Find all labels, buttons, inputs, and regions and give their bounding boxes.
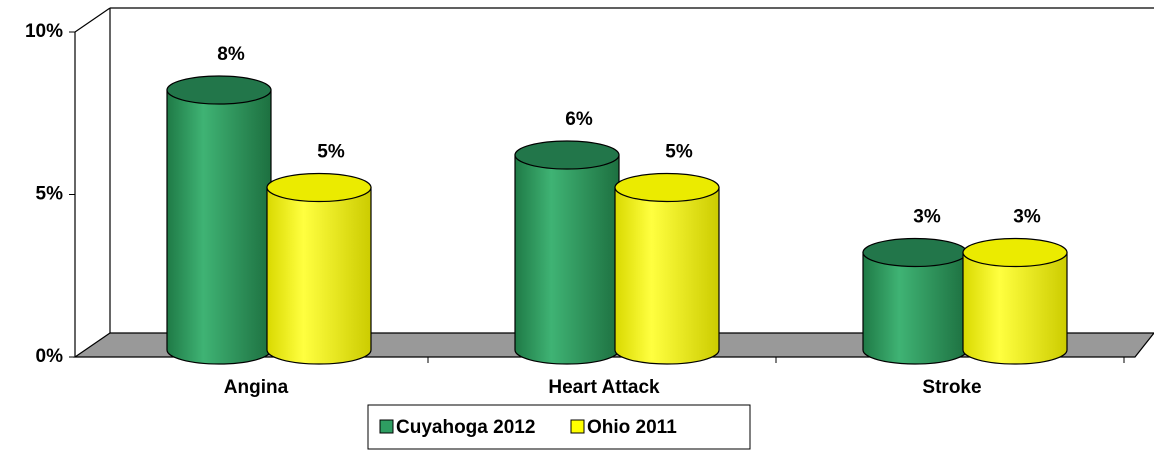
x-tick-label: Heart Attack bbox=[548, 377, 660, 398]
y-tick-label: 5% bbox=[36, 184, 64, 205]
y-tick-label: 0% bbox=[36, 346, 64, 367]
bar bbox=[614, 186, 720, 365]
bar bbox=[166, 89, 272, 365]
legend-swatch bbox=[379, 419, 394, 434]
side-wall-top bbox=[74, 7, 111, 33]
data-label: 6% bbox=[565, 109, 593, 130]
data-label: 3% bbox=[1013, 207, 1041, 228]
x-tick-label: Angina bbox=[224, 377, 289, 398]
legend-box bbox=[367, 404, 751, 450]
y-tick-label: 10% bbox=[25, 21, 63, 42]
data-label: 5% bbox=[317, 142, 345, 163]
data-label: 5% bbox=[665, 142, 693, 163]
bar-top bbox=[962, 237, 1068, 268]
bar-top bbox=[862, 237, 968, 268]
bar bbox=[962, 251, 1068, 365]
data-label: 8% bbox=[217, 44, 245, 65]
legend-label: Ohio 2011 bbox=[587, 417, 677, 438]
data-label: 3% bbox=[913, 207, 941, 228]
x-tick-label: Stroke bbox=[922, 377, 981, 398]
bar-top bbox=[266, 172, 372, 203]
bar-top bbox=[166, 75, 272, 105]
bar bbox=[862, 251, 968, 365]
legend-label: Cuyahoga 2012 bbox=[396, 417, 535, 438]
bar-top bbox=[614, 172, 720, 203]
legend-swatch bbox=[570, 419, 585, 434]
bar-top bbox=[514, 140, 620, 170]
bar bbox=[266, 186, 372, 365]
bar bbox=[514, 154, 620, 365]
